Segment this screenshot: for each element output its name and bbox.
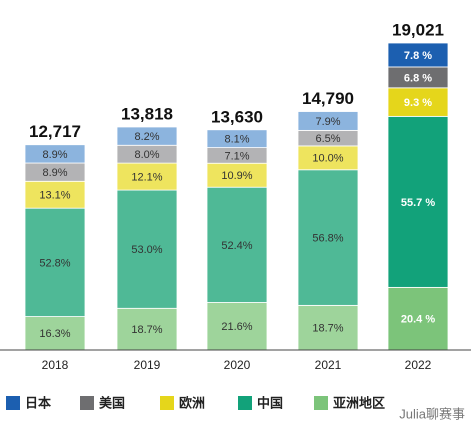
value-label: 8.9%	[42, 167, 67, 179]
value-label: 7.1%	[224, 150, 249, 162]
value-label: 7.9%	[315, 116, 340, 128]
value-label: 52.4%	[221, 240, 252, 252]
x-tick-label: 2022	[405, 358, 432, 372]
value-label: 52.8%	[39, 257, 70, 269]
value-label: 10.9%	[221, 170, 252, 182]
value-label: 9.3 %	[404, 97, 432, 109]
value-label: 6.8 %	[404, 72, 432, 84]
legend-swatch	[160, 396, 174, 410]
x-tick-label: 2020	[224, 358, 251, 372]
legend-swatch	[314, 396, 328, 410]
value-label: 21.6%	[221, 321, 252, 333]
bar-segment	[297, 304, 359, 351]
value-label: 18.7%	[131, 324, 162, 336]
value-label: 10.0%	[312, 153, 343, 165]
bar-segment	[24, 316, 86, 351]
value-label: 53.0%	[131, 244, 162, 256]
x-tick-label: 2019	[134, 358, 161, 372]
value-label: 16.3%	[39, 328, 70, 340]
total-label: 14,790	[302, 89, 354, 108]
value-label: 8.1%	[224, 134, 249, 146]
value-label: 55.7 %	[401, 197, 435, 209]
x-tick-label: 2021	[315, 358, 342, 372]
total-label: 13,630	[211, 107, 263, 126]
total-label: 12,717	[29, 122, 81, 141]
value-label: 6.5%	[315, 133, 340, 145]
legend-swatch	[80, 396, 94, 410]
bar-segment	[387, 286, 449, 351]
bar-segment	[116, 189, 178, 309]
bar-segment	[387, 115, 449, 288]
value-label: 56.8%	[312, 232, 343, 244]
bar-segment	[297, 111, 359, 131]
legend-label: 中国	[257, 395, 283, 410]
value-label: 12.1%	[131, 172, 162, 184]
legend-label: 亚洲地区	[333, 395, 385, 410]
value-label: 8.0%	[134, 149, 159, 161]
bar-segment	[24, 144, 86, 164]
total-label: 19,021	[392, 20, 444, 39]
bar-segment	[206, 302, 268, 351]
bar-segment	[206, 129, 268, 149]
bar-segment	[387, 42, 449, 68]
bar-segment	[387, 87, 449, 117]
watermark: Julia聊赛事	[399, 406, 465, 421]
bar-segment	[297, 169, 359, 306]
x-tick-label: 2018	[42, 358, 69, 372]
value-label: 20.4 %	[401, 314, 435, 326]
value-label: 13.1%	[39, 190, 70, 202]
bar-segment	[206, 186, 268, 303]
total-label: 13,818	[121, 104, 173, 123]
legend-swatch	[238, 396, 252, 410]
bar-segment	[116, 162, 178, 191]
bar-segment	[24, 207, 86, 317]
bar-segment	[116, 126, 178, 146]
value-label: 18.7%	[312, 323, 343, 335]
legend-label: 欧洲	[179, 395, 205, 410]
legend-label: 美国	[99, 395, 125, 410]
legend-label: 日本	[25, 395, 51, 410]
legend-swatch	[6, 396, 20, 410]
value-label: 7.8 %	[404, 50, 432, 62]
value-label: 8.9%	[42, 149, 67, 161]
value-label: 8.2%	[134, 131, 159, 143]
